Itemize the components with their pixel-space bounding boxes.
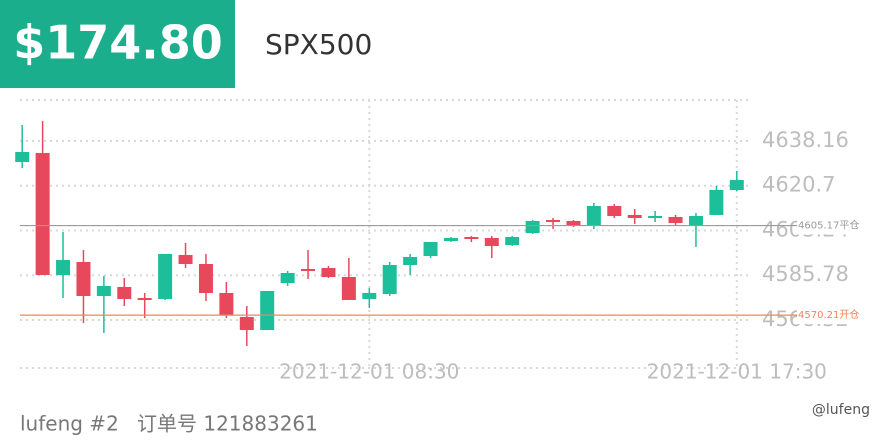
candle-body — [729, 180, 744, 190]
candle-body — [341, 277, 356, 300]
symbol: SPX500 — [265, 28, 372, 61]
candle-body — [137, 297, 152, 300]
candle-body — [382, 265, 397, 294]
price-line-label: 4605.17平仓 — [798, 219, 859, 232]
y-tick-label: 4585.78 — [762, 262, 849, 286]
price-line-label-bg — [797, 306, 857, 325]
candle-body — [117, 286, 132, 299]
candle-body — [423, 241, 438, 256]
y-tick-label: 4638.16 — [762, 128, 849, 152]
candle-body — [546, 220, 561, 223]
candle-body — [627, 214, 642, 219]
candle-body — [668, 217, 683, 224]
candle-body — [586, 205, 601, 227]
price: $174.80 — [13, 16, 223, 70]
price-line-label-bg — [797, 216, 857, 235]
candle-body — [301, 269, 316, 272]
candle-body — [688, 216, 703, 226]
candle-body — [198, 263, 213, 293]
candle-body — [443, 237, 458, 241]
candle-body — [505, 236, 520, 245]
candle-body — [607, 205, 622, 217]
candle-body — [76, 261, 91, 296]
candle-body — [403, 256, 418, 266]
candle-body — [35, 152, 50, 276]
candle-body — [260, 290, 275, 330]
candle-body — [158, 253, 173, 299]
candle-body — [321, 268, 336, 278]
y-tick-label: 4620.7 — [762, 173, 835, 197]
candle-body — [178, 254, 193, 264]
account: lufeng #2 — [20, 412, 119, 436]
candle-body — [464, 236, 479, 239]
chart: 4568.324585.784603.244620.74638.162021-1… — [15, 99, 859, 384]
candle-body — [525, 221, 540, 234]
candle-body — [56, 259, 71, 276]
candle-body — [648, 216, 663, 219]
x-tick-label: 2021-12-01 17:30 — [647, 360, 827, 384]
candle-body — [709, 189, 724, 215]
candle-body — [15, 151, 30, 162]
candle-body — [96, 285, 111, 296]
watermark: @lufeng — [812, 402, 870, 418]
candle-body — [219, 292, 234, 315]
price-box — [0, 0, 235, 88]
candle-body — [484, 237, 499, 246]
x-tick-label: 2021-12-01 08:30 — [279, 360, 459, 384]
candle-body — [239, 317, 254, 330]
price-line-label: 4570.21开仓 — [798, 308, 859, 321]
candle-body — [280, 273, 295, 283]
candle-body — [566, 221, 581, 227]
candle-body — [362, 292, 377, 299]
order-number: 订单号 121883261 — [137, 412, 318, 436]
